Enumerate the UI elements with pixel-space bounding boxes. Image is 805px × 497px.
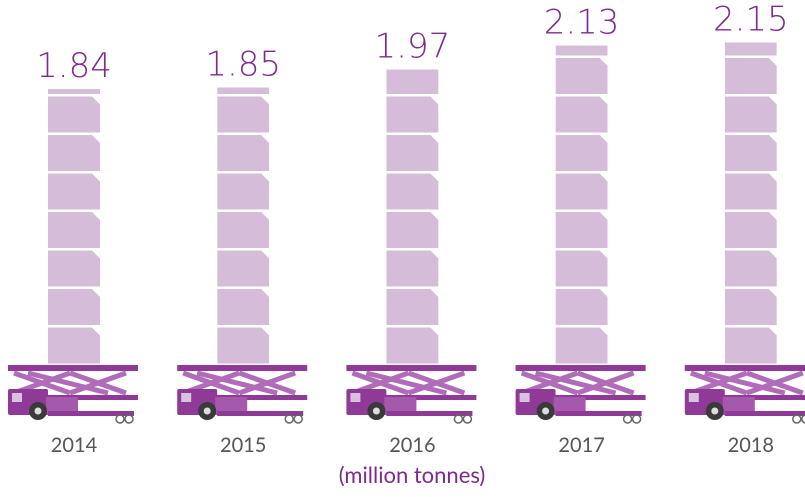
body <box>46 397 78 415</box>
box-stack <box>555 45 608 365</box>
body <box>215 397 248 415</box>
chassis <box>555 411 642 416</box>
small-wheel <box>631 414 642 424</box>
platform <box>346 365 477 371</box>
platform <box>8 365 138 371</box>
x-tick-label: 2016 <box>389 433 435 457</box>
small-wheel <box>792 414 802 424</box>
body <box>553 397 586 415</box>
small-wheel <box>115 414 125 424</box>
small-wheel <box>801 414 805 424</box>
window <box>688 393 699 402</box>
chassis <box>48 411 134 416</box>
scissor <box>182 370 297 396</box>
platform <box>177 365 308 371</box>
lift-cart <box>8 365 138 424</box>
box-stack <box>48 89 100 365</box>
chassis <box>724 411 805 416</box>
box-stack <box>724 42 777 365</box>
value-label: 2.15 <box>713 0 789 40</box>
value-label: 1.84 <box>36 46 112 86</box>
window <box>181 393 192 402</box>
lift-cart <box>515 365 646 424</box>
x-tick-label: 2018 <box>728 433 774 457</box>
hub <box>711 407 719 415</box>
hub <box>542 407 550 415</box>
value-label: 1.97 <box>375 27 451 67</box>
small-wheel <box>462 414 473 424</box>
small-wheel <box>284 414 294 424</box>
body <box>722 397 755 415</box>
x-tick-label: 2014 <box>51 433 98 457</box>
window <box>519 393 530 402</box>
x-tick-label: 2017 <box>558 433 604 457</box>
value-label: 1.85 <box>205 45 281 85</box>
box-stack <box>386 69 439 365</box>
scissor <box>13 370 127 396</box>
hub <box>34 407 42 415</box>
lift-cart <box>684 365 805 424</box>
x-tick-label: 2015 <box>220 433 266 457</box>
value-label: 2.13 <box>544 3 620 43</box>
small-wheel <box>453 414 464 424</box>
small-wheel <box>622 414 633 424</box>
window <box>350 393 361 402</box>
body <box>384 397 417 415</box>
scissor <box>689 370 804 396</box>
chassis <box>386 411 473 416</box>
platform <box>684 365 805 371</box>
box-stack <box>217 87 270 365</box>
unit-label: (million tonnes) <box>339 461 486 488</box>
platform <box>515 365 646 371</box>
scissor <box>520 370 635 396</box>
scissor <box>351 370 466 396</box>
small-wheel <box>124 414 134 424</box>
small-wheel <box>293 414 303 424</box>
hub <box>203 407 211 415</box>
lift-cart <box>346 365 477 424</box>
lift-cart <box>177 365 308 424</box>
hub <box>372 407 380 415</box>
chassis <box>217 411 304 416</box>
window <box>12 393 22 402</box>
